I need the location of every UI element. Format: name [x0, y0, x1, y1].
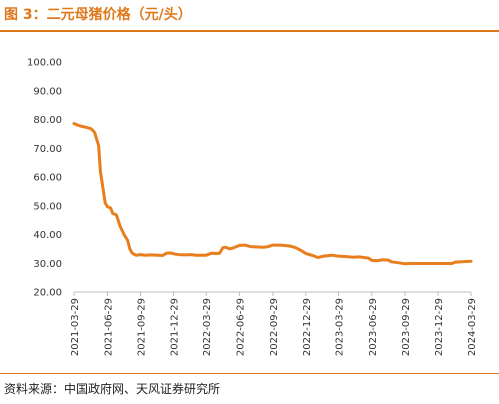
x-tick-label: 2023-06-29 — [368, 298, 379, 356]
x-tick-label: 2022-09-29 — [269, 298, 280, 356]
price-line-chart: 20.00 30.00 40.00 50.00 60.00 70.00 80.00 90.00… — [27, 58, 478, 357]
y-tick-label: 50.00 — [33, 201, 62, 212]
x-tick-label: 2023-12-29 — [434, 298, 445, 356]
x-tick-label: 2022-03-29 — [202, 298, 213, 356]
source-note: 资料来源：中国政府网、天风证券研究所 — [4, 382, 221, 396]
y-tick-label: 90.00 — [33, 86, 62, 97]
x-tick-label: 2023-03-29 — [334, 298, 345, 356]
x-tick-label: 2022-06-29 — [236, 298, 247, 356]
figure-title: 图 3：二元母猪价格（元/头） — [4, 7, 192, 23]
x-tick-label: 2021-06-29 — [103, 298, 114, 356]
y-tick-label: 80.00 — [33, 115, 62, 126]
y-tick-label: 100.00 — [27, 58, 62, 69]
y-tick-label: 70.00 — [33, 144, 62, 155]
y-tick-label: 20.00 — [33, 288, 62, 299]
y-tick-label: 40.00 — [33, 230, 62, 241]
y-axis-labels: 20.00 30.00 40.00 50.00 60.00 70.00 80.00 90.00… — [27, 58, 62, 299]
y-tick-label: 30.00 — [33, 259, 62, 270]
x-tick-label: 2022-12-29 — [302, 298, 313, 356]
y-tick-label: 60.00 — [33, 173, 62, 184]
x-axis-ticks — [73, 292, 472, 296]
series-line-sow-price — [72, 122, 473, 266]
x-axis-labels: 2021-03-29 2021-06-29 2021-09-29 2021-12-29… — [70, 298, 478, 356]
bottom-rule — [0, 373, 499, 374]
x-tick-label: 2021-09-29 — [137, 298, 148, 356]
title-rule — [0, 30, 499, 32]
x-tick-label: 2021-03-29 — [70, 298, 81, 356]
x-tick-label: 2023-09-29 — [401, 298, 412, 356]
x-tick-label: 2024-03-29 — [467, 298, 478, 356]
x-tick-label: 2021-12-29 — [170, 298, 181, 356]
